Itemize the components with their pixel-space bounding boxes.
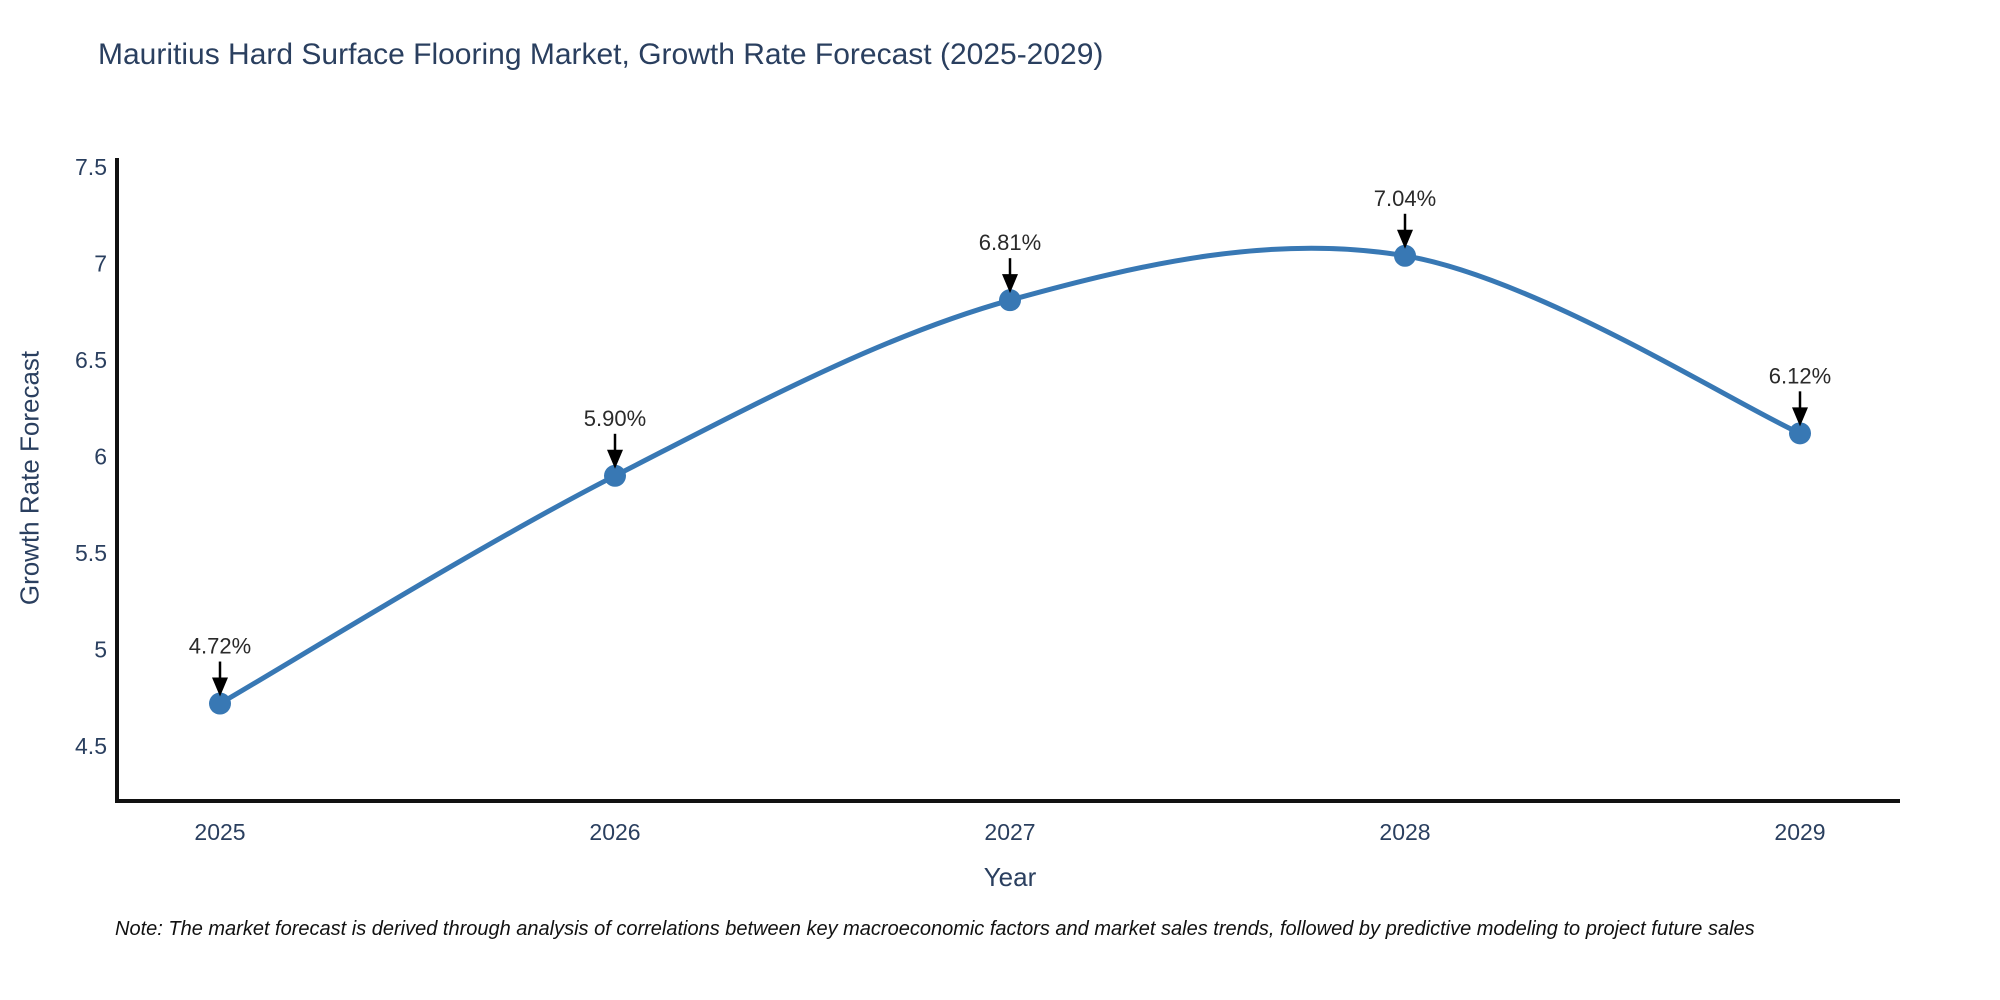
data-point-2027[interactable] <box>999 289 1021 312</box>
annotation-arrow-head <box>1002 274 1018 294</box>
annotation-arrow-head <box>212 677 228 697</box>
y-tick-label: 6.5 <box>75 347 107 373</box>
x-tick-label: 2025 <box>194 819 245 845</box>
y-tick-labels: 4.5 5 5.5 6 6.5 7 7.5 <box>75 154 107 759</box>
annotation-value-label: 5.90% <box>584 406 646 431</box>
footnote: Note: The market forecast is derived thr… <box>115 918 1755 940</box>
y-tick-label: 7.5 <box>75 154 107 180</box>
chart-title: Mauritius Hard Surface Flooring Market, … <box>98 38 1104 71</box>
data-point-2026[interactable] <box>604 464 626 487</box>
point-annotations: 4.72% 5.90% 6.81% 7.04% 6.12% <box>189 186 1831 697</box>
data-point-2029[interactable] <box>1789 422 1811 445</box>
annotation-value-label: 4.72% <box>189 634 251 659</box>
x-tick-labels: 2025 2026 2027 2028 2029 <box>194 819 1825 845</box>
x-tick-label: 2027 <box>984 819 1035 845</box>
growth-rate-line <box>217 245 1803 707</box>
annotation-arrow-head <box>1397 229 1413 249</box>
annotation-value-label: 6.12% <box>1769 363 1831 388</box>
annotation-value-label: 6.81% <box>979 230 1041 255</box>
y-tick-label: 5.5 <box>75 540 107 566</box>
y-tick-label: 4.5 <box>75 733 107 759</box>
axes <box>115 158 1900 803</box>
annotation-arrow-head <box>607 449 623 469</box>
x-tick-label: 2029 <box>1774 819 1825 845</box>
data-point-2025[interactable] <box>209 692 231 715</box>
data-point-2028[interactable] <box>1394 244 1416 267</box>
annotation-value-label: 7.04% <box>1374 186 1436 211</box>
y-tick-label: 6 <box>94 444 107 470</box>
x-tick-label: 2026 <box>589 819 640 845</box>
y-tick-label: 7 <box>94 251 107 277</box>
growth-rate-series <box>209 244 1811 715</box>
x-tick-label: 2028 <box>1379 819 1430 845</box>
x-axis-title: Year <box>983 862 1037 892</box>
y-tick-label: 5 <box>94 637 107 663</box>
annotation-arrow-head <box>1792 407 1808 427</box>
